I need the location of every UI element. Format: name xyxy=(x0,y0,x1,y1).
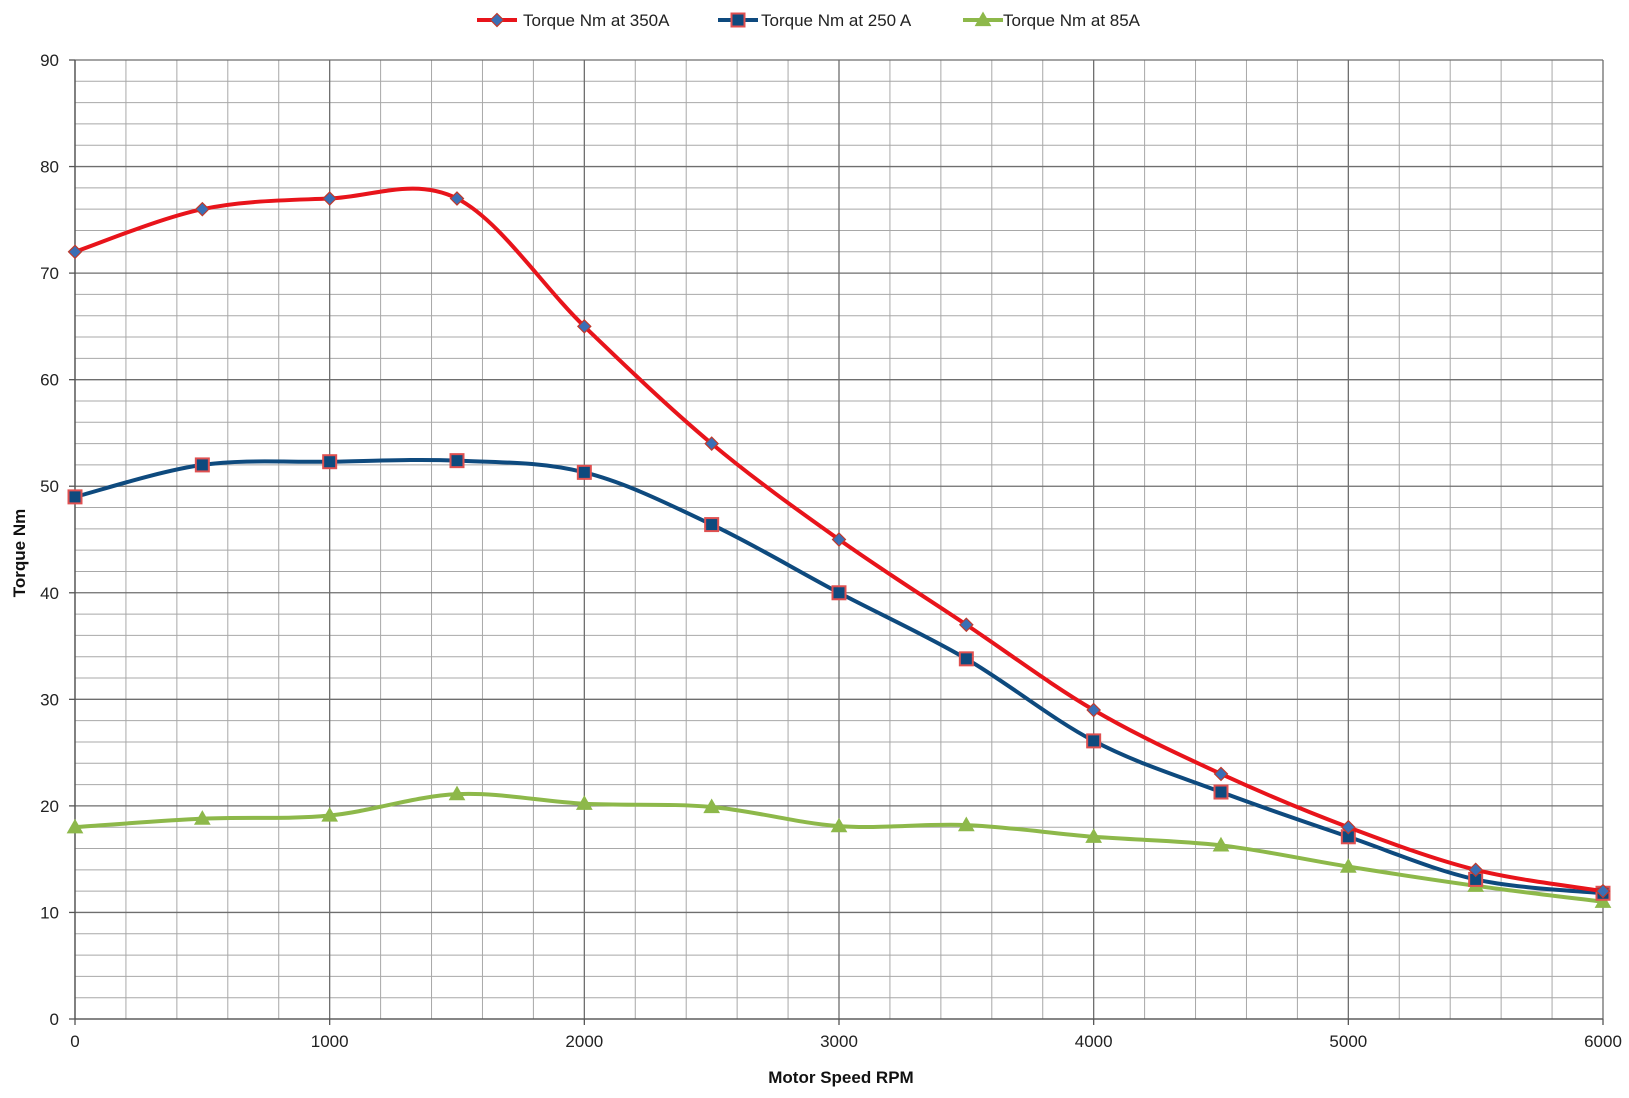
axes: 0 1000 2000 3000 4000 5000 6000 0 10 20 30 40 50 60 70… xyxy=(40,51,1622,1051)
y-tick-label: 90 xyxy=(40,51,59,70)
x-tick-label: 1000 xyxy=(311,1032,349,1051)
x-tick-label: 4000 xyxy=(1075,1032,1113,1051)
data-point-marker xyxy=(957,816,975,832)
data-point-marker xyxy=(322,191,338,206)
y-tick-label: 50 xyxy=(40,477,59,496)
y-tick-label: 30 xyxy=(40,690,59,709)
data-point-marker xyxy=(1468,862,1484,878)
data-point-marker xyxy=(448,785,466,801)
data-point-marker xyxy=(576,319,592,334)
legend-swatch-marker xyxy=(730,12,746,28)
data-point-marker xyxy=(1085,828,1103,843)
legend: Torque Nm at 350A Torque Nm at 250 A Torqu… xyxy=(477,11,1141,30)
y-tick-label: 0 xyxy=(50,1010,59,1029)
data-point-marker xyxy=(704,436,720,451)
series-2 xyxy=(67,453,1611,901)
data-point-marker xyxy=(704,517,720,533)
legend-swatch-marker xyxy=(489,12,505,28)
y-tick-label: 80 xyxy=(40,158,59,177)
series-layer xyxy=(66,186,1612,908)
data-point-marker xyxy=(958,651,974,667)
data-point-marker xyxy=(449,453,465,469)
data-point-marker xyxy=(321,806,339,822)
y-tick-label: 40 xyxy=(40,584,59,603)
data-point-marker xyxy=(67,244,83,260)
y-tick-label: 60 xyxy=(40,371,59,390)
legend-item: Torque Nm at 350A xyxy=(477,11,670,30)
series-1 xyxy=(67,186,1611,899)
x-axis-title: Motor Speed RPM xyxy=(768,1068,913,1087)
data-point-marker xyxy=(1213,784,1229,800)
data-point-marker xyxy=(193,810,211,825)
data-point-marker xyxy=(831,585,847,601)
x-tick-label: 6000 xyxy=(1584,1032,1622,1051)
x-tick-label: 3000 xyxy=(820,1032,858,1051)
data-point-marker xyxy=(1594,893,1612,908)
x-tick-label: 5000 xyxy=(1329,1032,1367,1051)
data-point-marker xyxy=(831,532,847,547)
legend-swatch-marker xyxy=(974,11,992,27)
x-tick-label: 0 xyxy=(70,1032,79,1051)
data-point-marker xyxy=(194,201,210,217)
legend-label: Torque Nm at 85A xyxy=(1003,11,1141,30)
data-point-marker xyxy=(958,617,974,633)
data-point-marker xyxy=(575,795,593,810)
legend-item: Torque Nm at 85A xyxy=(963,11,1141,30)
legend-item: Torque Nm at 250 A xyxy=(718,11,912,30)
y-tick-label: 20 xyxy=(40,797,59,816)
y-tick-label: 10 xyxy=(40,903,59,922)
data-point-marker xyxy=(576,464,592,480)
legend-label: Torque Nm at 250 A xyxy=(761,11,912,30)
y-axis-title: Torque Nm xyxy=(10,509,29,597)
data-point-marker xyxy=(66,818,84,834)
data-point-marker xyxy=(67,489,83,505)
data-point-marker xyxy=(1340,819,1356,835)
data-point-marker xyxy=(1213,766,1229,782)
data-point-marker xyxy=(194,457,210,473)
x-tick-label: 2000 xyxy=(565,1032,603,1051)
data-point-marker xyxy=(830,817,848,833)
y-tick-label: 70 xyxy=(40,264,59,283)
data-point-marker xyxy=(1595,883,1611,899)
data-point-marker xyxy=(1086,733,1102,749)
data-point-marker xyxy=(449,191,465,206)
data-point-marker xyxy=(703,798,721,814)
data-point-marker xyxy=(1339,858,1357,873)
data-point-marker xyxy=(1086,702,1102,718)
data-point-marker xyxy=(1212,836,1230,852)
data-point-marker xyxy=(322,454,338,470)
legend-label: Torque Nm at 350A xyxy=(523,11,670,30)
